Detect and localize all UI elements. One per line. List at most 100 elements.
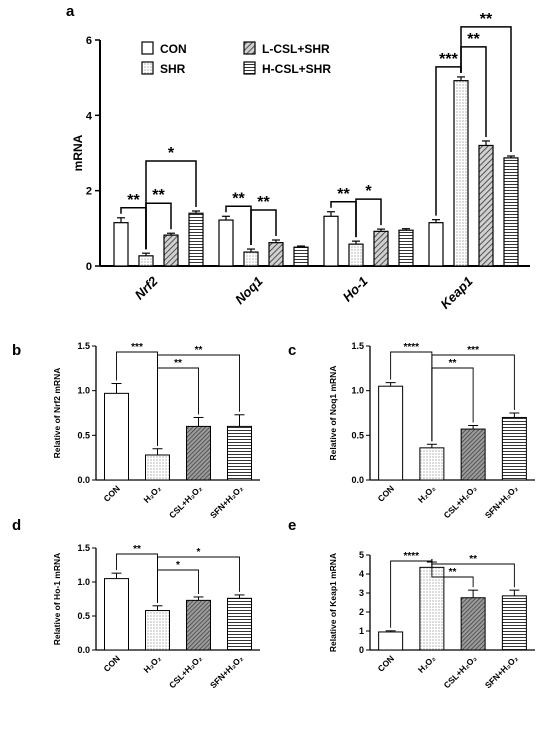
bar xyxy=(227,597,252,651)
significance-label: ** xyxy=(174,358,182,369)
bar xyxy=(460,428,486,481)
significance-bracket xyxy=(157,354,240,446)
category-label: Ho-1 xyxy=(340,274,371,305)
significance-label: ** xyxy=(337,186,350,203)
y-tick-label: 3 xyxy=(359,588,364,598)
category-label: H₂O₂ xyxy=(416,653,438,675)
bar xyxy=(145,454,170,481)
y-tick-label: 5 xyxy=(359,550,364,560)
y-tick-label: 1.0 xyxy=(77,577,90,587)
category-label: SFN+H₂O₂ xyxy=(483,653,520,690)
y-axis-label: Relative of Keap1 mRNA xyxy=(328,553,338,652)
y-axis-label: Relative of Noq1 mRNA xyxy=(328,366,338,461)
legend-label: L-CSL+SHR xyxy=(262,42,330,56)
bar xyxy=(186,425,211,481)
y-tick-label: 4 xyxy=(359,569,364,579)
category-label: CON xyxy=(101,483,121,503)
category-label: CON xyxy=(376,483,396,503)
category-label: SFN+H₂O₂ xyxy=(208,483,245,520)
significance-bracket xyxy=(250,209,277,246)
category-label: H₂O₂ xyxy=(141,483,163,505)
y-tick-label: 0.5 xyxy=(77,611,90,621)
bar xyxy=(243,251,259,267)
y-tick-label: 4 xyxy=(86,110,93,122)
y-tick-label: 1.5 xyxy=(77,341,90,351)
bar xyxy=(348,243,364,267)
category-label: Keap1 xyxy=(437,274,475,312)
significance-bracket xyxy=(157,569,199,603)
y-tick-label: 2 xyxy=(359,607,364,617)
category-label: CSL+H₂O₂ xyxy=(442,653,479,690)
y-tick-label: 2 xyxy=(86,186,92,198)
chart-panel-d: 0.0 0.5 1.0 1.5 Relative of Ho-1 mRNA CON H₂O₂… xyxy=(52,543,260,690)
legend-swatch xyxy=(243,41,256,55)
category-label: SFN+H₂O₂ xyxy=(208,653,245,690)
bar xyxy=(501,595,527,651)
bar xyxy=(501,416,527,481)
significance-bracket xyxy=(157,556,240,603)
category-label: CON xyxy=(101,653,121,673)
significance-label: ** xyxy=(469,554,477,565)
bar xyxy=(145,610,170,651)
y-tick-label: 1.0 xyxy=(351,386,364,396)
significance-label: **** xyxy=(403,342,419,353)
significance-label: ** xyxy=(195,345,203,356)
significance-label: ** xyxy=(257,194,270,211)
significance-bracket xyxy=(145,160,197,250)
bar xyxy=(398,229,414,267)
y-axis-label: mRNA xyxy=(71,134,85,171)
legend-label: SHR xyxy=(160,62,186,76)
category-label: CSL+H₂O₂ xyxy=(442,483,479,520)
y-tick-label: 0.0 xyxy=(77,475,90,485)
chart-panel-b: 0.0 0.5 1.0 1.5 Relative of Nrf2 mRNA CON H₂O₂… xyxy=(52,341,260,520)
significance-label: *** xyxy=(439,51,458,68)
chart-panel-e: 0 1 2 3 4 5 Relative of Keap1 mRNA CON H₂O₂ CSL+H… xyxy=(328,550,535,690)
svg-text:c: c xyxy=(288,342,296,359)
bar xyxy=(104,392,129,481)
bar xyxy=(323,215,339,267)
category-label: CSL+H₂O₂ xyxy=(167,653,204,690)
bar xyxy=(378,385,404,481)
significance-label: *** xyxy=(467,345,479,356)
svg-text:a: a xyxy=(66,3,75,20)
y-axis-label: Relative of Ho-1 mRNA xyxy=(52,553,62,646)
y-tick-label: 6 xyxy=(86,35,92,47)
bar xyxy=(227,425,252,481)
category-label: CON xyxy=(376,653,396,673)
category-label: H₂O₂ xyxy=(141,653,163,675)
significance-label: * xyxy=(197,547,201,558)
legend-swatch xyxy=(141,41,154,55)
chart-panel-c: 0.0 0.5 1.0 1.5 Relative of Noq1 mRNA CON H₂O₂… xyxy=(328,341,535,520)
legend-label: H-CSL+SHR xyxy=(262,62,331,76)
significance-bracket xyxy=(460,26,512,153)
bar xyxy=(104,578,129,651)
svg-text:e: e xyxy=(288,517,296,534)
category-label: CSL+H₂O₂ xyxy=(167,483,204,520)
significance-label: * xyxy=(365,183,372,200)
y-tick-label: 0.5 xyxy=(351,430,364,440)
significance-bracket xyxy=(355,198,382,238)
legend-swatch xyxy=(141,61,154,75)
bar xyxy=(503,157,519,267)
legend-label: CON xyxy=(160,42,187,56)
bar xyxy=(218,219,234,267)
bar xyxy=(163,234,179,267)
bar xyxy=(428,222,444,267)
bar xyxy=(478,144,494,267)
bar xyxy=(378,631,404,651)
y-tick-label: 0.5 xyxy=(77,430,90,440)
category-label: H₂O₂ xyxy=(416,483,438,505)
bar xyxy=(419,566,445,651)
bar xyxy=(188,212,204,267)
significance-bracket xyxy=(431,559,515,588)
significance-label: * xyxy=(168,145,175,162)
bar xyxy=(186,599,211,651)
bar xyxy=(138,255,154,267)
legend-swatch xyxy=(243,61,256,75)
significance-label: ** xyxy=(152,187,165,204)
bar xyxy=(460,597,486,651)
bar xyxy=(373,230,389,267)
bar xyxy=(453,80,469,267)
